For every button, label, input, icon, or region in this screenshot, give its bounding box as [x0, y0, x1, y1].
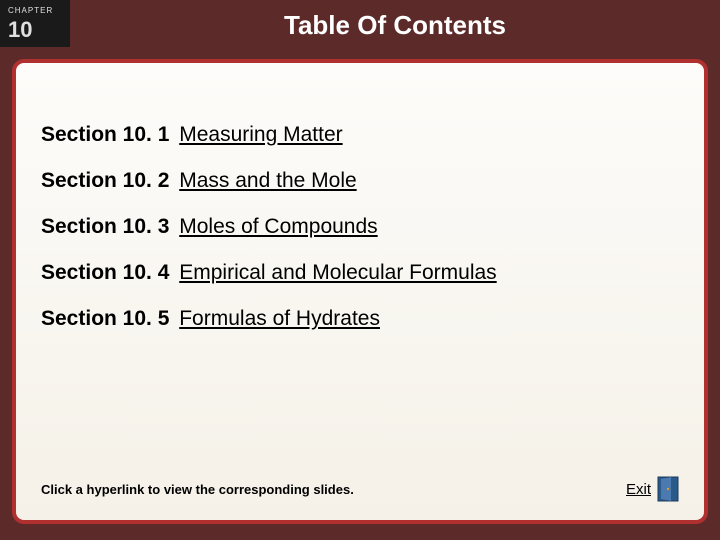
- slide-title: Table Of Contents: [70, 0, 720, 51]
- chapter-box: CHAPTER 10: [0, 0, 70, 47]
- title-area: Table Of Contents: [70, 0, 720, 51]
- section-link-moles-compounds[interactable]: Moles of Compounds: [179, 215, 377, 238]
- section-label: Section 10. 2: [41, 169, 169, 192]
- exit-button[interactable]: Exit: [626, 476, 679, 502]
- footer-hint: Click a hyperlink to view the correspond…: [41, 482, 354, 497]
- section-link-empirical-molecular[interactable]: Empirical and Molecular Formulas: [179, 261, 496, 284]
- section-label: Section 10. 1: [41, 123, 169, 146]
- chapter-label: CHAPTER: [8, 6, 62, 15]
- footer: Click a hyperlink to view the correspond…: [41, 476, 679, 502]
- door-icon: [657, 476, 679, 502]
- section-link-measuring-matter[interactable]: Measuring Matter: [179, 123, 342, 146]
- section-link-mass-and-mole[interactable]: Mass and the Mole: [179, 169, 356, 192]
- header: CHAPTER 10 Table Of Contents: [0, 0, 720, 51]
- section-link-hydrates[interactable]: Formulas of Hydrates: [179, 307, 380, 330]
- content-frame: Section 10. 1 Measuring Matter Section 1…: [12, 59, 708, 524]
- section-row: Section 10. 2 Mass and the Mole: [41, 169, 679, 193]
- exit-label: Exit: [626, 481, 651, 498]
- section-row: Section 10. 1 Measuring Matter: [41, 123, 679, 147]
- section-label: Section 10. 3: [41, 215, 169, 238]
- section-row: Section 10. 3 Moles of Compounds: [41, 215, 679, 239]
- chapter-number: 10: [8, 17, 62, 43]
- slide: CHAPTER 10 Table Of Contents Section 10.…: [0, 0, 720, 540]
- section-label: Section 10. 5: [41, 307, 169, 330]
- section-row: Section 10. 4 Empirical and Molecular Fo…: [41, 261, 679, 285]
- section-row: Section 10. 5 Formulas of Hydrates: [41, 307, 679, 331]
- section-label: Section 10. 4: [41, 261, 169, 284]
